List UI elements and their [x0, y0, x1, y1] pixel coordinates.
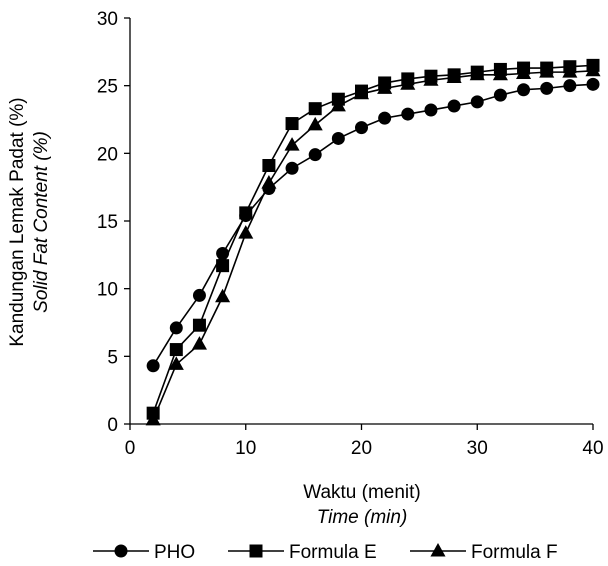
- x-tick-label: 30: [467, 438, 488, 459]
- x-tick-label: 10: [235, 438, 256, 459]
- data-point: [145, 411, 161, 426]
- y-tick-label: 15: [97, 212, 118, 233]
- data-point: [540, 81, 554, 95]
- data-point: [377, 80, 393, 94]
- data-point: [400, 76, 416, 90]
- legend-item: Formula F: [410, 542, 558, 563]
- data-point: [262, 159, 276, 173]
- y-axis-title-english: Solid Fat Content (%): [31, 131, 52, 313]
- data-point: [585, 62, 601, 77]
- y-tick-label: 25: [97, 77, 118, 98]
- data-point: [446, 69, 462, 84]
- data-point: [563, 79, 577, 93]
- data-point: [168, 356, 184, 370]
- legend: PHO Formula E Formula F: [93, 542, 558, 563]
- data-point: [284, 137, 300, 151]
- data-point: [215, 288, 231, 303]
- x-tick-label: 0: [125, 438, 136, 459]
- data-point: [261, 175, 277, 189]
- data-point: [146, 359, 160, 373]
- y-tick-label: 20: [97, 144, 118, 165]
- legend-marker: [249, 544, 263, 558]
- data-point: [470, 95, 484, 109]
- data-point: [239, 206, 253, 220]
- data-point: [308, 148, 322, 162]
- y-tick-label: 0: [107, 415, 118, 436]
- legend-item: Formula E: [228, 542, 377, 563]
- legend-label: Formula E: [289, 542, 377, 563]
- data-point: [307, 116, 323, 131]
- x-axis-ticks: 0 10 20 30 40: [125, 424, 604, 459]
- series-pho: [146, 77, 600, 373]
- data-point: [285, 161, 299, 175]
- data-point: [539, 64, 555, 78]
- x-axis-title: Waktu (menit): [303, 482, 421, 503]
- data-point: [169, 343, 183, 357]
- legend-marker: [430, 542, 446, 557]
- x-axis-title-english: Time (min): [317, 507, 408, 528]
- legend-marker: [114, 544, 128, 558]
- x-tick-label: 40: [582, 438, 603, 459]
- data-point: [517, 83, 531, 97]
- data-point: [401, 107, 415, 121]
- data-point: [285, 117, 299, 131]
- data-point: [238, 225, 254, 239]
- y-axis-title: Kandungan Lemak Padat (%): [7, 97, 28, 346]
- series-formula-f: [145, 62, 601, 426]
- data-point: [192, 318, 206, 332]
- data-point: [562, 64, 578, 78]
- data-point: [355, 121, 368, 135]
- series-layer: [145, 58, 601, 426]
- data-point: [493, 88, 507, 102]
- legend-item: PHO: [93, 542, 195, 563]
- data-point: [469, 66, 485, 81]
- y-axis-ticks: 0 5 10 15 20 25 30: [97, 9, 130, 436]
- series-line: [152, 83, 594, 367]
- y-tick-label: 30: [97, 9, 118, 30]
- data-point: [447, 99, 461, 113]
- data-point: [169, 321, 183, 335]
- data-point: [423, 72, 439, 86]
- legend-label: Formula F: [471, 542, 558, 563]
- y-tick-label: 5: [107, 347, 118, 368]
- data-point: [492, 66, 508, 81]
- data-point: [424, 103, 438, 117]
- data-point: [516, 65, 532, 79]
- legend-label: PHO: [154, 542, 195, 563]
- x-tick-label: 20: [351, 438, 372, 459]
- data-point: [216, 259, 230, 273]
- y-tick-label: 10: [97, 280, 118, 301]
- data-point: [191, 336, 207, 350]
- data-point: [308, 102, 322, 116]
- data-point: [330, 97, 346, 112]
- series-formula-e: [146, 58, 600, 420]
- data-point: [353, 85, 370, 100]
- data-point: [586, 77, 600, 91]
- series-line: [152, 64, 594, 414]
- data-point: [378, 111, 392, 125]
- data-point: [192, 288, 206, 302]
- data-point: [331, 131, 345, 145]
